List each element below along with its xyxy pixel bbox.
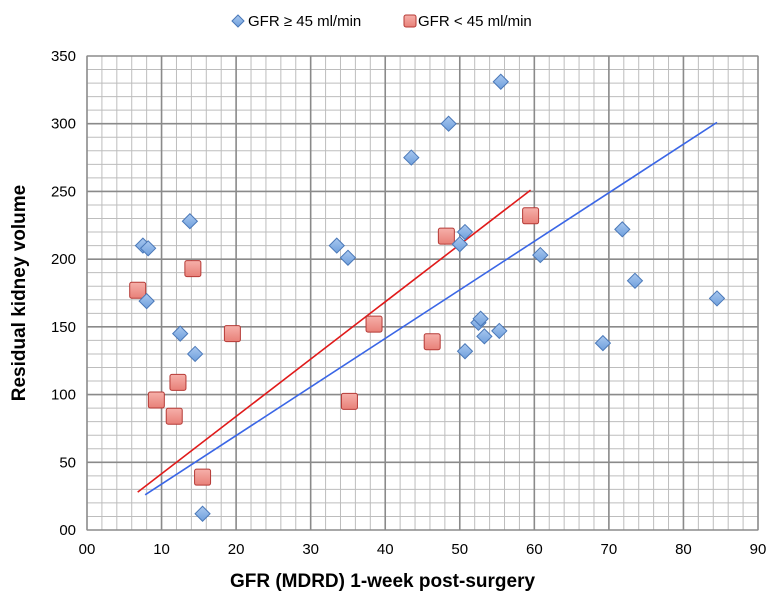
x-tick-label: 90 [750, 541, 767, 558]
legend-item-gfr-low: GFR < 45 ml/min [403, 13, 532, 30]
legend-item-gfr-high: GFR ≥ 45 ml/min [231, 13, 361, 30]
y-tick-label: 250 [51, 183, 76, 200]
data-point-diamond [181, 213, 199, 230]
x-tick-label: 10 [153, 541, 170, 558]
data-point-diamond [472, 310, 489, 327]
data-points [129, 73, 726, 522]
data-point-square [340, 392, 358, 410]
y-tick-label: 150 [51, 319, 76, 336]
data-point-square [437, 227, 455, 245]
x-tick-label: 00 [79, 541, 96, 558]
data-point-diamond [492, 73, 509, 90]
y-tick-label: 100 [51, 387, 76, 404]
data-point-square [184, 260, 202, 278]
data-point-square [423, 333, 441, 351]
data-point-square [129, 281, 147, 299]
x-tick-label: 80 [675, 541, 692, 558]
x-tick-label: 60 [526, 541, 543, 558]
data-point-square [165, 407, 183, 425]
x-tick-label: 20 [228, 541, 245, 558]
data-point-diamond [403, 149, 420, 166]
trendlines [137, 121, 718, 496]
data-point-diamond [708, 290, 726, 307]
x-tick-label: 50 [451, 541, 468, 558]
data-point-square [147, 391, 165, 409]
legend-marker-square [403, 14, 417, 28]
y-tick-label: 350 [51, 48, 76, 65]
legend-square-shape [403, 14, 417, 28]
data-point-square [169, 373, 187, 391]
data-point-diamond [491, 322, 508, 340]
data-point-square [194, 468, 212, 486]
data-point-diamond [138, 292, 155, 310]
data-point-diamond [626, 272, 644, 290]
data-point-diamond [194, 505, 211, 522]
data-point-diamond [614, 221, 631, 238]
x-tick-label: 70 [601, 541, 618, 558]
x-axis-title: GFR (MDRD) 1-week post-surgery [230, 571, 536, 592]
y-tick-label: 00 [59, 522, 76, 539]
y-tick-label: 300 [51, 116, 76, 133]
data-point-square [223, 325, 241, 343]
trendline-gfr-high [144, 121, 718, 496]
x-tick-label: 30 [302, 541, 319, 558]
y-axis-ticks: 00 50 100 150 200 250 300 350 [51, 48, 76, 539]
legend-diamond-shape [231, 14, 245, 28]
data-point-diamond [476, 328, 493, 345]
legend: GFR ≥ 45 ml/min GFR < 45 ml/min [231, 13, 532, 30]
legend-label-gfr-high: GFR ≥ 45 ml/min [248, 13, 361, 30]
data-point-diamond [594, 334, 612, 352]
major-gridlines [86, 55, 759, 531]
x-axis-ticks: 00 10 20 30 40 50 60 70 80 90 [79, 541, 767, 558]
x-tick-label: 40 [377, 541, 394, 558]
trendline-gfr-low [137, 189, 532, 493]
data-point-diamond [186, 345, 204, 363]
y-tick-label: 50 [59, 454, 76, 471]
data-point-diamond [339, 249, 357, 266]
data-point-square [522, 207, 540, 225]
minor-gridlines [86, 55, 759, 531]
data-point-diamond [456, 343, 474, 360]
plot-area-frame [86, 55, 759, 531]
data-point-square [365, 315, 383, 333]
data-point-diamond [456, 223, 474, 241]
legend-label-gfr-low: GFR < 45 ml/min [418, 13, 532, 30]
data-point-diamond [532, 246, 549, 264]
y-tick-label: 200 [51, 251, 76, 268]
data-point-diamond [328, 237, 345, 254]
data-point-diamond [171, 325, 189, 342]
y-axis-title: Residual kidney volume [9, 185, 30, 401]
data-point-diamond [451, 236, 468, 253]
data-point-diamond [440, 115, 457, 132]
data-point-diamond [139, 240, 157, 257]
legend-marker-diamond [231, 14, 245, 28]
